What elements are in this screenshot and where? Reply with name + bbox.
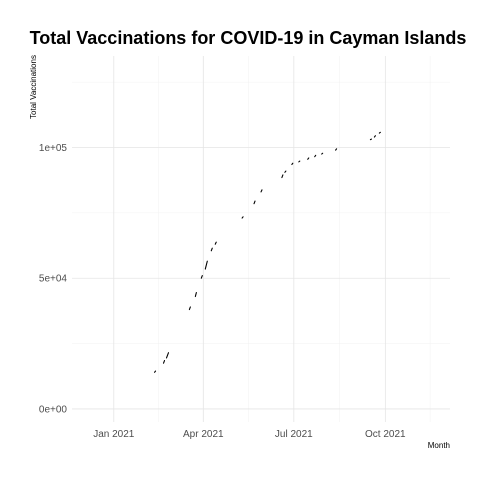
x-tick-label: Jul 2021 (275, 429, 313, 440)
y-tick-label: 1e+05 (39, 143, 68, 154)
line-segment (194, 292, 197, 298)
line-segment (369, 138, 372, 141)
grid (72, 56, 450, 422)
line-segment (281, 174, 284, 179)
line-segment (200, 275, 203, 279)
x-axis-title: Month (428, 441, 450, 450)
line-segment (204, 260, 208, 270)
line-segment (165, 352, 170, 359)
line-segment (335, 148, 338, 151)
x-tick-label: Oct 2021 (365, 429, 406, 440)
line-segment (284, 170, 287, 173)
y-tick-label: 0e+00 (39, 404, 68, 415)
line-segment (291, 162, 294, 166)
line-segment (378, 131, 381, 134)
chart-title: Total Vaccinations for COVID-19 in Cayma… (30, 28, 467, 48)
line-segment (214, 241, 217, 245)
x-tick-label: Apr 2021 (183, 429, 224, 440)
x-axis-ticks: Jan 2021 Apr 2021 Jul 2021 Oct 2021 (93, 429, 406, 440)
y-tick-label: 5e+04 (39, 274, 68, 285)
line-segment (298, 160, 301, 163)
line-segment (188, 306, 191, 311)
line-segment (373, 135, 376, 138)
line-segment (321, 152, 324, 155)
line-segment (241, 216, 244, 219)
line-segment (260, 189, 263, 193)
line-segment (154, 370, 157, 373)
line-segment (253, 200, 256, 205)
series-line (154, 131, 381, 373)
line-segment (162, 360, 166, 364)
y-axis-ticks: 0e+00 5e+04 1e+05 (39, 143, 68, 415)
line-segment (314, 154, 317, 158)
line-segment (307, 157, 310, 160)
x-tick-label: Jan 2021 (93, 429, 135, 440)
line-segment (210, 247, 213, 252)
y-axis-title: Total Vaccinations (29, 55, 38, 119)
